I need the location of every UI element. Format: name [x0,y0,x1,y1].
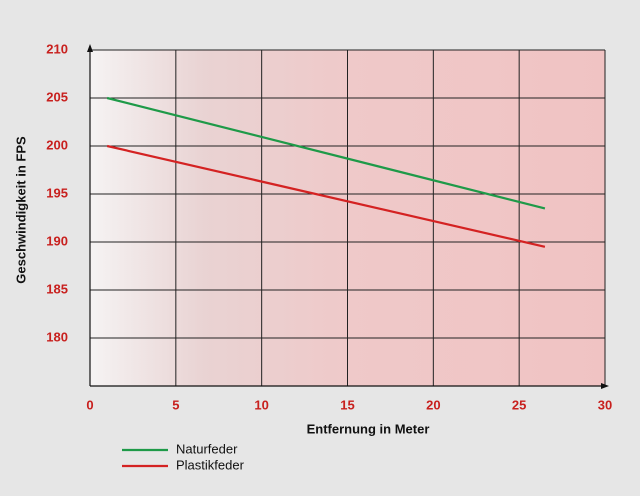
x-tick-label: 20 [426,397,440,412]
legend-label: Naturfeder [176,441,238,456]
x-tick-label: 0 [86,397,93,412]
y-tick-label: 210 [46,41,68,56]
y-tick-label: 185 [46,281,68,296]
y-tick-label: 205 [46,89,68,104]
x-tick-label: 5 [172,397,179,412]
y-tick-label: 190 [46,233,68,248]
x-axis-arrow [601,383,609,389]
x-axis-label: Entfernung in Meter [307,421,430,436]
x-tick-label: 15 [340,397,354,412]
series-line [106,96,546,210]
y-tick-label: 200 [46,137,68,152]
x-tick-label: 25 [512,397,526,412]
y-tick-label: 180 [46,329,68,344]
y-tick-label: 195 [46,185,68,200]
x-tick-label: 10 [254,397,268,412]
y-axis-arrow [87,44,93,52]
series-line [106,144,546,248]
legend-label: Plastikfeder [176,457,245,472]
x-tick-label: 30 [598,397,612,412]
y-axis-label: Geschwindigkeit in FPS [13,136,28,284]
